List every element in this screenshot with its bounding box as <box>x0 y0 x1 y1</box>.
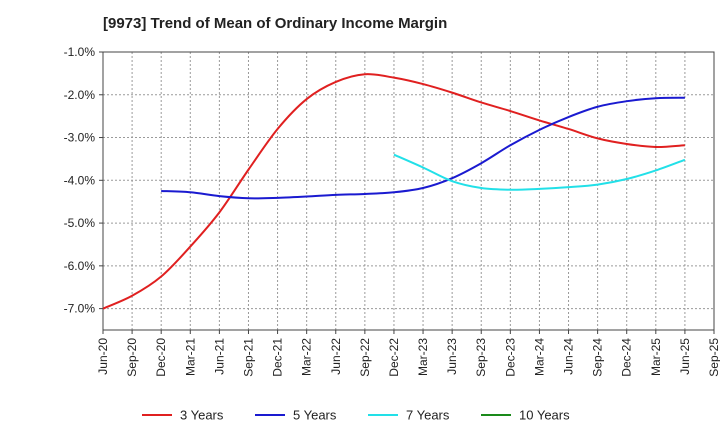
legend-label-7-years: 7 Years <box>406 408 450 423</box>
x-tick-label: Jun-25 <box>678 338 692 375</box>
x-tick-label: Jun-23 <box>445 338 459 375</box>
legend: 3 Years 5 Years 7 Years 10 Years <box>142 408 570 423</box>
x-tick-label: Mar-21 <box>183 338 197 376</box>
y-tick-label: -5.0% <box>64 216 96 230</box>
x-tick-label: Dec-23 <box>503 338 517 377</box>
legend-label-5-years: 5 Years <box>293 408 337 423</box>
x-tick-label: Dec-21 <box>271 338 285 377</box>
y-tick-label: -1.0% <box>64 45 96 59</box>
x-tick-label: Sep-23 <box>474 338 488 377</box>
legend-label-3-years: 3 Years <box>180 408 224 423</box>
x-tick-label: Jun-22 <box>329 338 343 375</box>
x-tick-label: Sep-21 <box>241 338 255 377</box>
y-tick-label: -7.0% <box>64 302 96 316</box>
x-tick-label: Jun-20 <box>96 338 110 375</box>
series-line-3-years <box>102 73 685 310</box>
series-line-7-years <box>393 153 686 191</box>
y-tick-label: -2.0% <box>64 88 96 102</box>
y-tick-label: -6.0% <box>64 259 96 273</box>
chart-title: [9973] Trend of Mean of Ordinary Income … <box>103 15 447 32</box>
series-lines <box>102 73 686 310</box>
plot-frame <box>102 51 715 331</box>
x-tick-label: Dec-20 <box>154 338 168 377</box>
x-tick-label: Jun-21 <box>212 338 226 375</box>
series-line-5-years <box>161 96 685 200</box>
x-tick-label: Dec-22 <box>387 338 401 377</box>
x-tick-label: Jun-24 <box>562 338 576 375</box>
x-tick-label: Sep-25 <box>707 338 720 377</box>
legend-label-10-years: 10 Years <box>519 408 570 423</box>
x-tick-label: Mar-24 <box>532 338 546 376</box>
x-tick-label: Dec-24 <box>620 338 634 377</box>
axes: -1.0% -2.0% -3.0% -4.0% -5.0% -6.0% -7.0% Jun-2… <box>64 45 720 377</box>
x-tick-label: Sep-20 <box>125 338 139 377</box>
x-tick-label: Sep-22 <box>358 338 372 377</box>
y-tick-label: -4.0% <box>64 173 96 187</box>
x-tick-label: Mar-23 <box>416 338 430 376</box>
x-tick-label: Mar-25 <box>649 338 663 376</box>
grid <box>102 51 715 330</box>
y-tick-label: -3.0% <box>64 131 96 145</box>
x-tick-label: Mar-22 <box>300 338 314 376</box>
x-tick-label: Sep-24 <box>591 338 605 377</box>
